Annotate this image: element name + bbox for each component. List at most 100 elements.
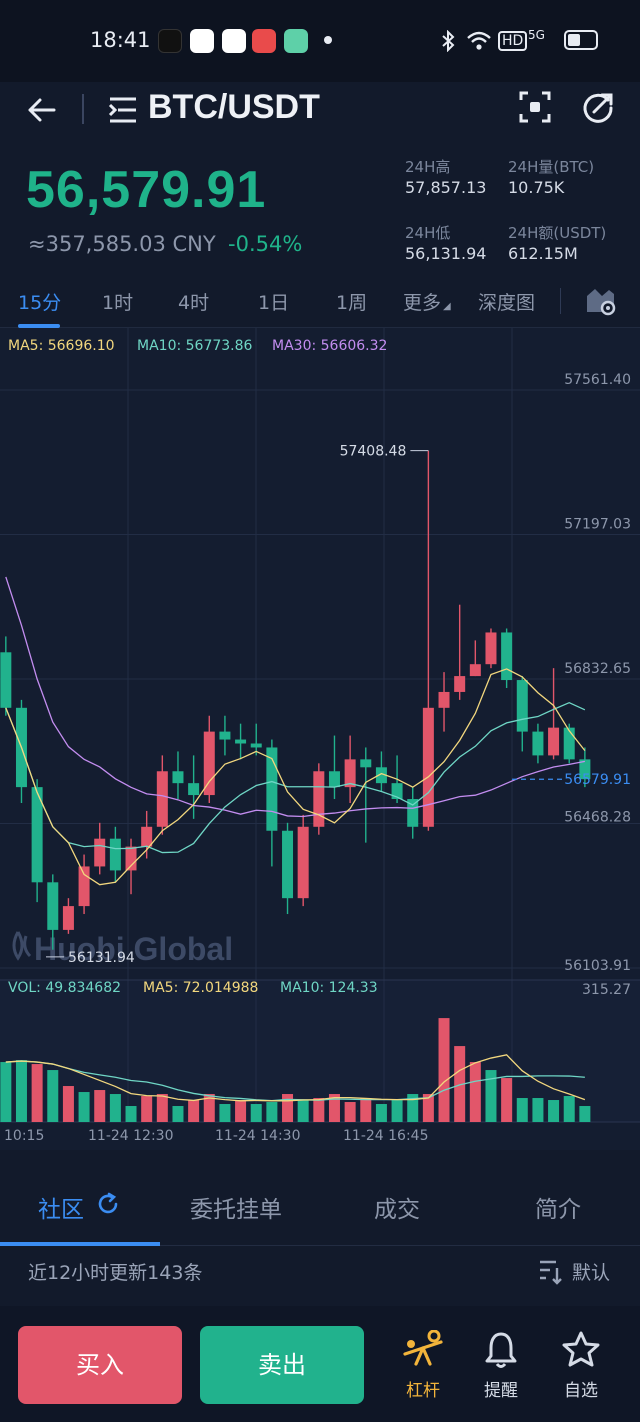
volume-bar	[375, 1104, 387, 1122]
candle-body	[501, 632, 513, 681]
refresh-icon[interactable]	[96, 1192, 120, 1216]
candle-body	[282, 830, 294, 899]
volume-bar	[313, 1098, 325, 1122]
tab-separator	[560, 288, 561, 314]
tab-1w[interactable]: 1周	[336, 292, 368, 314]
max-price-marker: 57408.48	[340, 444, 407, 460]
candle-body	[532, 731, 544, 756]
tab-intro[interactable]: 简介	[535, 1197, 581, 1223]
candle-body	[47, 882, 59, 930]
price-axis-label: 56832.65	[564, 661, 631, 677]
volume-ma5-line	[5, 1054, 586, 1102]
volume-bar	[156, 1094, 168, 1122]
active-tab-indicator	[18, 324, 60, 328]
browser-icon	[190, 29, 214, 53]
low-label: 24H低	[405, 224, 451, 242]
candle-body	[297, 826, 309, 899]
price-axis-label: 56468.28	[564, 810, 631, 826]
volume-bar	[266, 1102, 278, 1122]
back-arrow-icon[interactable]	[24, 92, 60, 128]
candle-body	[548, 727, 560, 756]
bluetooth-icon	[442, 30, 455, 52]
price-axis-label: 57561.40	[564, 372, 631, 388]
triangle-down-icon: ◢	[443, 301, 451, 312]
active-content-tab-indicator	[0, 1242, 160, 1246]
price-axis-label: 57197.03	[564, 516, 631, 532]
volume-bar	[94, 1090, 106, 1122]
watchlist-button[interactable]: 自选	[546, 1326, 616, 1406]
tab-more[interactable]: 更多 ◢	[403, 288, 451, 315]
volume-bar	[563, 1096, 575, 1122]
candle-body	[188, 783, 200, 796]
volume-bar	[62, 1086, 74, 1122]
price-axis-label: 56103.91	[564, 958, 631, 974]
volume-bar	[15, 1060, 27, 1122]
candle-body	[516, 680, 528, 732]
leverage-icon	[403, 1330, 443, 1366]
tab-15m[interactable]: 15分	[18, 292, 62, 314]
volume-bar	[360, 1098, 372, 1122]
ma10-line	[5, 701, 586, 854]
volume-ma10-legend: MA10: 124.33	[280, 980, 378, 996]
sell-button[interactable]: 卖出	[200, 1326, 364, 1404]
candle-body	[125, 846, 137, 871]
alert-label: 提醒	[484, 1381, 518, 1401]
chart-settings-icon[interactable]	[584, 284, 618, 318]
watchlist-label: 自选	[564, 1381, 598, 1401]
volume-bar	[0, 1062, 12, 1122]
pair-title[interactable]: BTC/USDT	[148, 88, 320, 126]
qq-browser-icon	[222, 29, 246, 53]
buy-button[interactable]: 买入	[18, 1326, 182, 1404]
tab-depth[interactable]: 深度图	[478, 292, 536, 314]
candle-body	[156, 771, 168, 827]
ma5-line	[5, 668, 586, 886]
candle-body	[203, 731, 215, 796]
volume-bar	[188, 1100, 200, 1122]
candle-body	[360, 759, 372, 768]
volume-bar	[344, 1102, 356, 1122]
candle-body	[344, 759, 356, 788]
tab-trades[interactable]: 成交	[374, 1197, 420, 1223]
leverage-button[interactable]: 杠杆	[388, 1326, 458, 1406]
volume-axis-label: 315.27	[582, 982, 631, 998]
price-summary: 56,579.91 ≈357,585.03 CNY -0.54% 24H高 57…	[0, 142, 640, 274]
candle-body	[328, 771, 340, 788]
kline-chart[interactable]: Huobi Global 57408.48 56131.94 57561.40 5719…	[0, 328, 640, 1150]
volume-bar	[203, 1094, 215, 1122]
content-tabs: 社区 委托挂单 成交 简介	[0, 1166, 640, 1246]
volume-legend: VOL: 49.834682	[8, 980, 122, 996]
candle-body	[454, 676, 466, 692]
tab-1h[interactable]: 1时	[102, 292, 134, 314]
candle-body	[0, 652, 12, 708]
volume-bar	[109, 1094, 121, 1122]
sort-icon[interactable]	[538, 1258, 564, 1286]
share-icon[interactable]	[580, 90, 616, 126]
high-value: 57,857.13	[405, 178, 487, 197]
header-divider	[82, 94, 84, 124]
volume-bar	[235, 1100, 247, 1122]
low-value: 56,131.94	[405, 244, 487, 263]
candle-body	[469, 664, 481, 677]
action-bar: 买入 卖出 杠杆 提醒 自选	[0, 1306, 640, 1422]
candle-body	[62, 906, 74, 930]
candle-body	[485, 632, 497, 665]
tab-open-orders[interactable]: 委托挂单	[190, 1197, 282, 1223]
ma30-line	[5, 576, 585, 818]
tab-1d[interactable]: 1日	[258, 292, 290, 314]
community-info-row: 近12小时更新143条 默认	[0, 1246, 640, 1304]
candle-body	[407, 799, 419, 827]
tab-community[interactable]: 社区	[38, 1197, 84, 1223]
tab-4h[interactable]: 4时	[178, 292, 210, 314]
candle-body	[109, 838, 121, 871]
time-axis-label: 11-24 14:30	[215, 1128, 300, 1144]
volume-bar	[219, 1104, 231, 1122]
amount-usdt-label: 24H额(USDT)	[508, 224, 607, 242]
sort-label[interactable]: 默认	[572, 1262, 611, 1284]
status-bar: 18:41 HD 5G	[0, 0, 640, 82]
pair-list-icon[interactable]	[108, 96, 138, 124]
volume-bar	[297, 1100, 309, 1122]
ma5-legend: MA5: 56696.10	[8, 338, 115, 354]
fullscreen-icon[interactable]	[518, 90, 552, 124]
tiktok-icon	[158, 29, 182, 53]
alert-button[interactable]: 提醒	[466, 1326, 536, 1406]
